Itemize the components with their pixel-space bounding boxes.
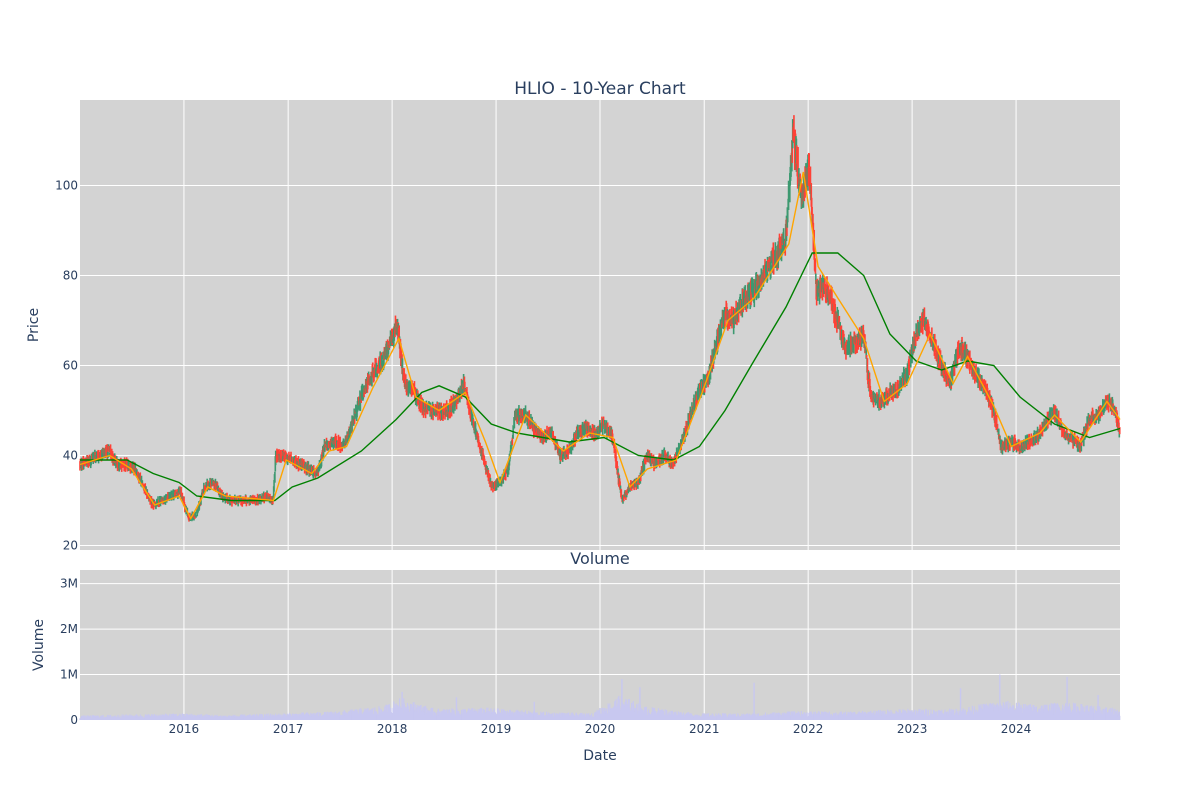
- price-grid: [80, 100, 1120, 550]
- volume-grid: [80, 570, 1120, 720]
- price-y-tick-label: 100: [55, 179, 78, 193]
- volume-bars: [79, 674, 1121, 720]
- price-y-tick-label: 40: [63, 449, 78, 463]
- price-y-ticks: 20 40 60 80 100: [55, 179, 78, 553]
- price-y-tick-label: 80: [63, 269, 78, 283]
- moving-average-long: [80, 252, 1121, 502]
- moving-average-short: [79, 171, 1121, 520]
- price-axis-title: Price: [26, 308, 42, 342]
- price-y-tick-label: 20: [63, 539, 78, 553]
- price-y-tick-label: 60: [63, 359, 78, 373]
- chart-title: HLIO - 10-Year Chart: [514, 79, 686, 99]
